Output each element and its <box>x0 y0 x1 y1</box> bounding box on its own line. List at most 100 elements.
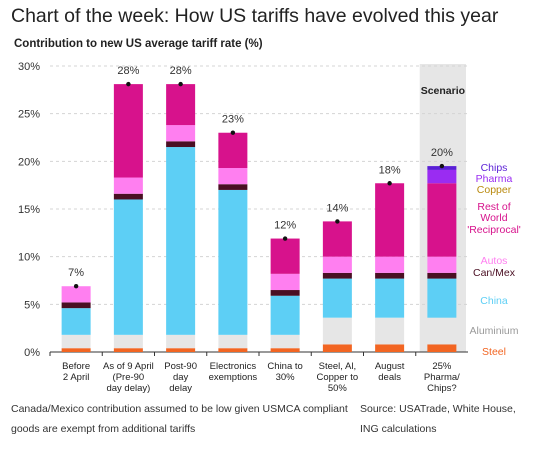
x-category-label: Steel, Al, <box>319 361 357 372</box>
total-marker <box>230 130 236 135</box>
bar-segment-china <box>427 278 457 318</box>
bar-segment-aluminium <box>113 334 143 349</box>
total-label: 28% <box>117 65 139 77</box>
bar-segment-steel <box>427 344 457 352</box>
total-label: 18% <box>379 164 401 176</box>
total-marker <box>178 81 183 87</box>
bar-segment-aluminium <box>270 334 300 349</box>
x-category-label: August <box>375 361 405 372</box>
bar-segment-reciprocal <box>113 84 143 178</box>
x-category-label: Copper to <box>317 372 359 383</box>
bar-segment-steel <box>218 348 248 352</box>
x-category-label: (Pre-90 <box>113 372 145 383</box>
x-category-label: Pharma/ <box>424 372 460 383</box>
x-category-label: Electronics <box>210 361 257 372</box>
bar-segment-autos <box>270 273 300 291</box>
y-tick-label: 15% <box>18 204 40 216</box>
page-title: Chart of the week: How US tariffs have e… <box>11 5 499 27</box>
bar-segment-steel <box>61 348 91 352</box>
legend-label-reciprocal: World <box>480 212 507 224</box>
bar-segment-china <box>270 295 300 335</box>
bar-segment-canmex <box>322 272 352 279</box>
bar-segment-china <box>218 189 248 335</box>
bar-segment-reciprocal <box>322 221 352 257</box>
legend-label-pharma: Pharma <box>476 173 513 185</box>
y-tick-label: 10% <box>18 252 40 264</box>
x-category-label: 30% <box>276 372 296 383</box>
bar-segment-china <box>113 199 143 335</box>
bar-segment-aluminium <box>166 334 196 349</box>
bar-segment-steel <box>375 344 405 352</box>
y-tick-label: 5% <box>24 299 40 311</box>
bar-segment-china <box>61 308 91 335</box>
bar-segment-autos <box>113 177 143 194</box>
total-label: 20% <box>431 147 453 159</box>
bar-segment-reciprocal <box>427 183 457 257</box>
bar-segment-canmex <box>218 184 248 190</box>
y-tick-label: 30% <box>18 61 40 73</box>
bar-segment-canmex <box>61 302 91 309</box>
y-tick-label: 25% <box>18 109 40 121</box>
bar-segment-autos <box>427 256 457 273</box>
bar-segment-steel <box>113 348 143 352</box>
bar-segment-china <box>375 278 405 318</box>
total-marker <box>439 163 445 169</box>
footnote-left-1: Canada/Mexico contribution assumed to be… <box>11 403 348 415</box>
bar-segment-aluminium <box>218 334 248 349</box>
bar-segment-canmex <box>270 290 300 296</box>
bar-segment-autos <box>166 125 196 142</box>
legend-label-aluminium_text: Aluminium <box>469 325 518 337</box>
total-marker <box>387 181 392 186</box>
x-category-label: day delay) <box>106 383 150 394</box>
bar-segment-china <box>322 278 352 318</box>
bar-segment-steel <box>322 344 352 352</box>
x-category-label: deals <box>378 372 401 383</box>
total-label: 7% <box>68 267 84 279</box>
bar-segment-canmex <box>427 272 457 279</box>
footnote-left-2: goods are exempt from additional tariffs <box>11 423 196 435</box>
bar-segment-aluminium <box>61 334 91 349</box>
legend-label-canmex: Can/Mex <box>473 267 516 279</box>
bar-segment-autos <box>375 256 405 273</box>
chart-title: Contribution to new US average tariff ra… <box>14 38 263 50</box>
legend-label-china: China <box>480 295 508 307</box>
total-marker <box>73 284 79 289</box>
x-category-label: day <box>173 372 189 383</box>
legend-label-steel: Steel <box>482 346 506 358</box>
x-category-label: 50% <box>328 383 348 394</box>
bar-segment-autos <box>218 168 248 185</box>
bar-segment-china <box>166 147 196 335</box>
total-label: 14% <box>326 202 348 214</box>
total-label: 28% <box>170 65 192 77</box>
bar-segment-aluminium <box>375 317 405 345</box>
legend-label-chips: Chips <box>481 162 508 174</box>
bar-segment-canmex <box>113 193 143 200</box>
x-category-label: As of 9 April <box>103 361 154 372</box>
legend-label-reciprocal: Rest of <box>477 201 510 213</box>
x-category-label: 2 April <box>63 372 89 383</box>
x-category-label: Before <box>62 361 90 372</box>
x-category-label: delay <box>169 383 192 394</box>
bar-segment-steel <box>270 348 300 352</box>
bar-segment-reciprocal <box>166 84 196 126</box>
bar-segment-reciprocal <box>270 238 300 274</box>
x-category-label: Post-90 <box>164 361 197 372</box>
x-category-label: China to <box>267 361 302 372</box>
bar-segment-reciprocal <box>218 132 248 169</box>
bar-segment-steel <box>166 348 196 352</box>
total-marker <box>335 219 340 224</box>
bar-segment-autos <box>322 256 352 273</box>
y-tick-label: 0% <box>24 347 40 359</box>
total-marker <box>126 81 131 87</box>
bar-segment-aluminium <box>322 317 352 345</box>
bar-segment-reciprocal <box>375 183 405 257</box>
x-category-label: 25% <box>432 361 452 372</box>
footnote-source-2: ING calculations <box>360 423 437 435</box>
bar-segment-pharma <box>427 169 457 184</box>
legend-label-copper: Copper <box>477 184 512 196</box>
total-label: 23% <box>222 114 244 126</box>
x-category-label: exemptions <box>209 372 258 383</box>
bar-segment-autos <box>61 286 91 303</box>
total-marker <box>282 236 288 241</box>
